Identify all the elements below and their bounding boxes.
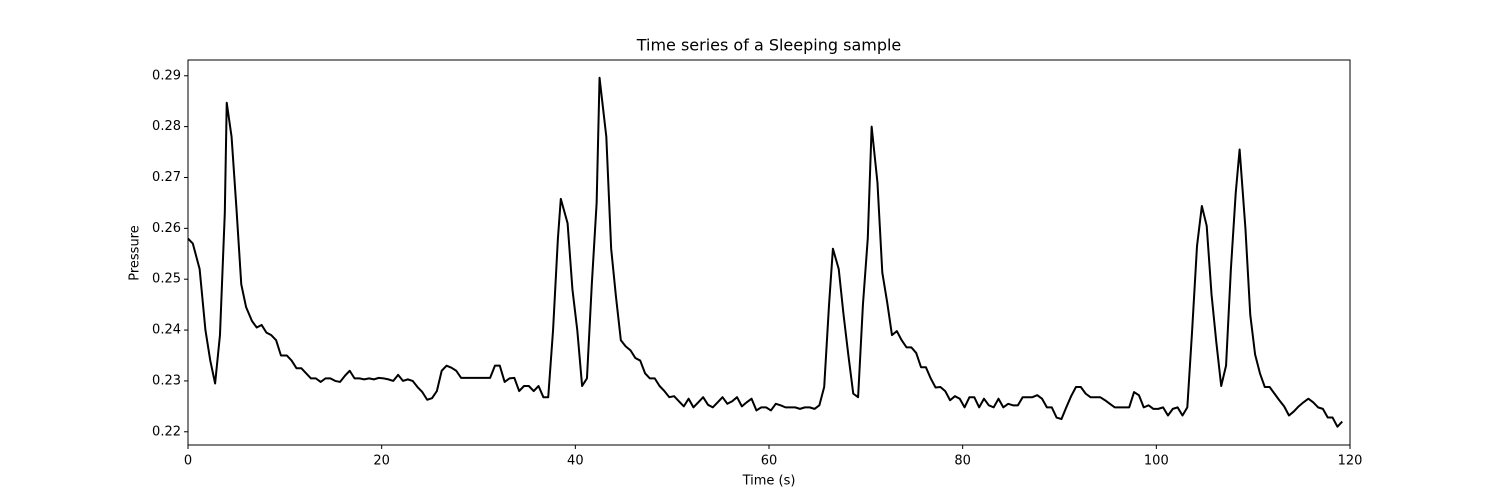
y-axis-label: Pressure bbox=[128, 225, 143, 281]
x-axis-label: Time (s) bbox=[742, 474, 796, 489]
y-tick-label: 0.24 bbox=[152, 323, 181, 338]
x-tick-label: 60 bbox=[761, 454, 778, 469]
y-tick-label: 0.26 bbox=[152, 221, 181, 236]
y-tick-label: 0.23 bbox=[152, 373, 181, 388]
y-tick-label: 0.29 bbox=[152, 68, 181, 83]
x-tick-label: 120 bbox=[1338, 454, 1363, 469]
y-tick-label: 0.28 bbox=[152, 119, 181, 134]
x-tick-label: 100 bbox=[1144, 454, 1169, 469]
chart-title: Time series of a Sleeping sample bbox=[636, 36, 902, 55]
y-tick-label: 0.25 bbox=[152, 272, 181, 287]
x-tick-label: 80 bbox=[954, 454, 971, 469]
plot-frame bbox=[187, 59, 1351, 446]
x-tick-label: 0 bbox=[184, 454, 192, 469]
y-tick-label: 0.22 bbox=[152, 424, 181, 439]
x-tick-label: 20 bbox=[373, 454, 390, 469]
x-tick-label: 40 bbox=[567, 454, 584, 469]
data-line bbox=[187, 76, 1343, 428]
y-tick-label: 0.27 bbox=[152, 170, 181, 185]
